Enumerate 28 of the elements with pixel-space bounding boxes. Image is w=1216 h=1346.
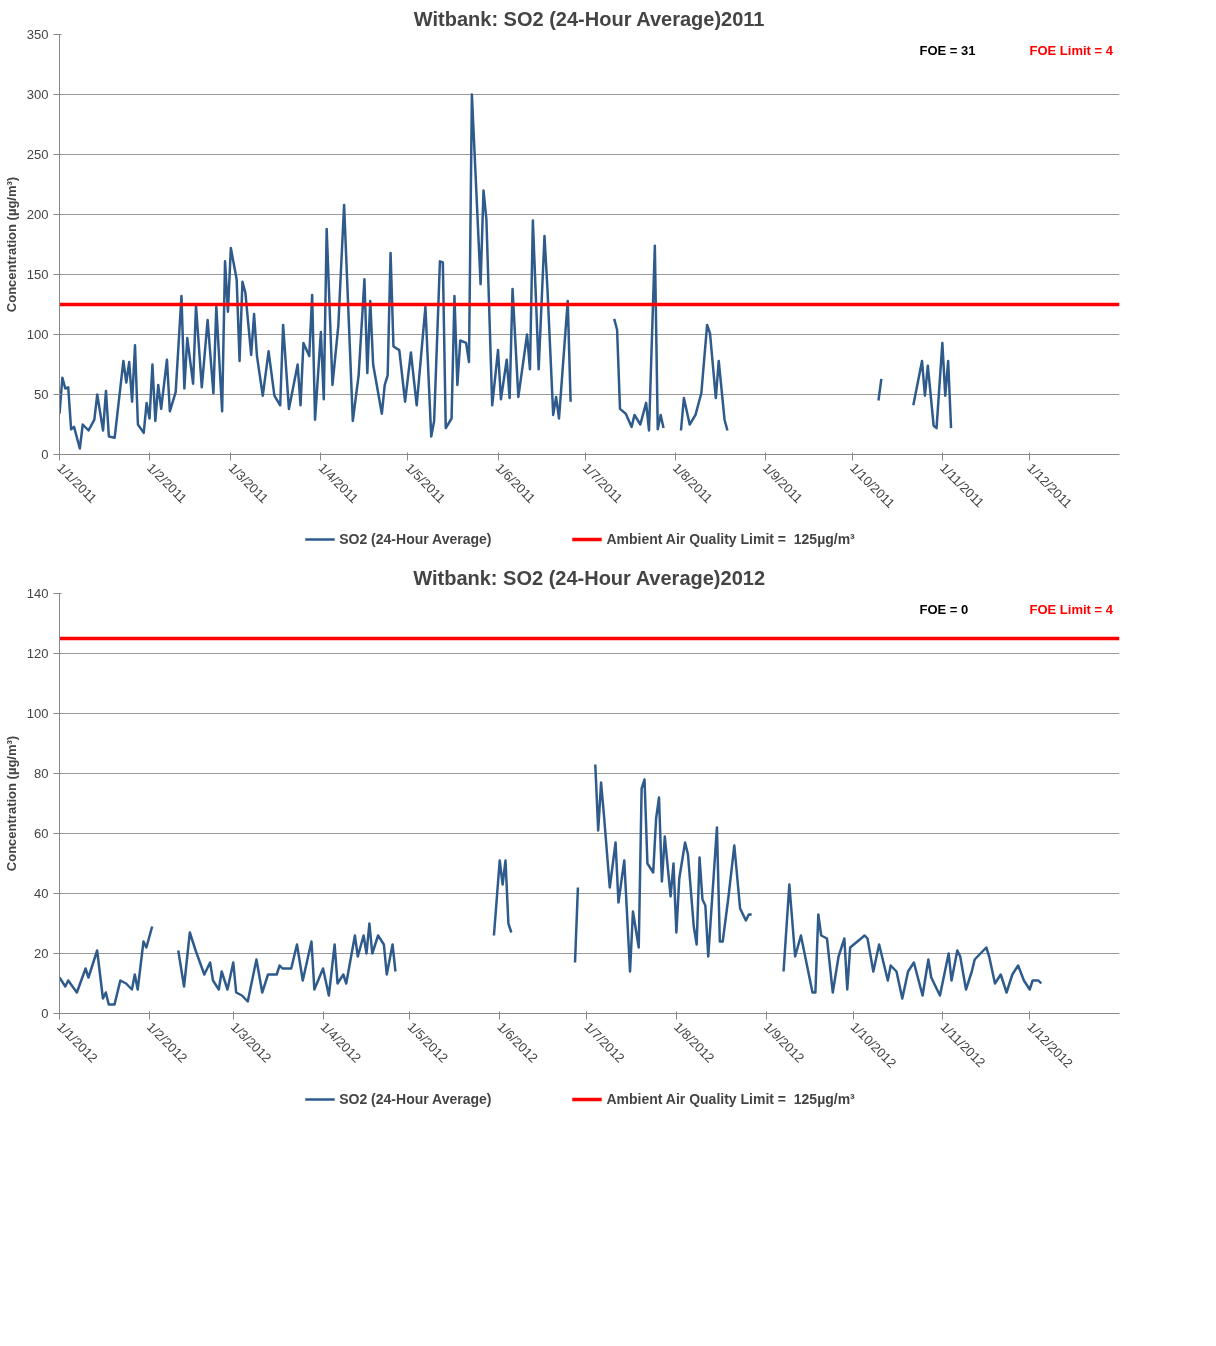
y-tick-label: 0 [41,1006,49,1021]
annotation: FOE Limit = 4 [1029,601,1114,617]
y-tick-label: 60 [34,826,49,841]
y-tick-label: 140 [26,586,49,601]
y-tick-label: 50 [34,387,49,402]
legend-label: SO2 (24-Hour Average) [339,531,492,547]
y-axis-title: Concentration (µg/m³) [3,735,19,872]
y-tick-label: 250 [26,147,49,162]
y-tick-label: 100 [26,327,49,342]
y-tick-label: 300 [26,87,49,102]
y-axis-title: Concentration (µg/m³) [3,176,19,313]
legend-label: Ambient Air Quality Limit = 125µg/m³ [606,1091,855,1107]
y-tick-label: 100 [26,706,49,721]
y-tick-label: 20 [34,946,49,961]
y-tick-label: 350 [26,27,49,42]
chart-title: Witbank: SO2 (24-Hour Average)2012 [413,566,766,589]
chart-title: Witbank: SO2 (24-Hour Average)2011 [413,7,765,30]
legend-label: SO2 (24-Hour Average) [339,1091,492,1107]
y-tick-label: 200 [26,207,49,222]
y-tick-label: 0 [41,447,49,462]
annotation: FOE = 0 [919,601,969,617]
annotation: FOE = 31 [919,42,976,58]
y-tick-label: 80 [34,766,49,781]
y-tick-label: 40 [34,886,49,901]
annotation: FOE Limit = 4 [1029,42,1114,58]
y-tick-label: 150 [26,267,49,282]
y-tick-label: 120 [26,646,49,661]
legend-label: Ambient Air Quality Limit = 125µg/m³ [606,531,855,547]
